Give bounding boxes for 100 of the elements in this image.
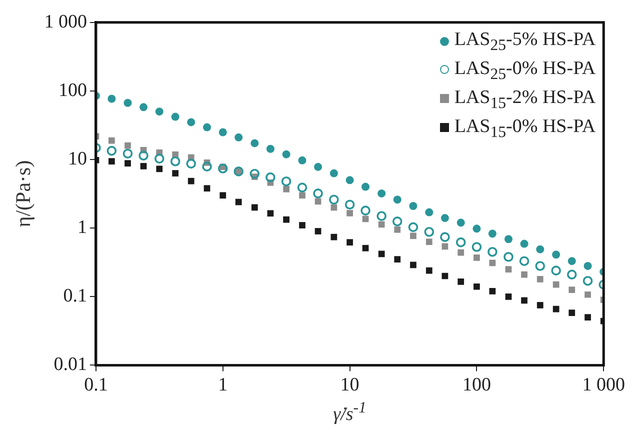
- point: [425, 208, 434, 216]
- point: [456, 218, 465, 227]
- point: [314, 228, 322, 234]
- point: [202, 162, 212, 172]
- point: [106, 146, 117, 156]
- point: [456, 237, 466, 248]
- point: [235, 198, 242, 206]
- point: [203, 123, 212, 132]
- y-tick-label: 0.1: [63, 286, 87, 307]
- point: [536, 276, 544, 282]
- point: [505, 293, 512, 300]
- point: [140, 162, 147, 170]
- point: [566, 270, 577, 280]
- point: [362, 244, 369, 252]
- point: [108, 158, 115, 165]
- point: [472, 242, 482, 252]
- point: [283, 216, 290, 223]
- point: [330, 234, 338, 240]
- point: [124, 160, 131, 167]
- point: [472, 224, 481, 233]
- legend-label: LAS$_{15}$-2% HS-PA: [454, 86, 596, 112]
- point: [314, 198, 322, 205]
- point: [474, 283, 480, 290]
- y-tick-label: 100: [58, 80, 87, 101]
- point: [519, 256, 530, 266]
- point: [504, 252, 514, 262]
- point: [440, 214, 449, 222]
- x-tick-label: 10: [340, 374, 360, 396]
- point: [281, 176, 292, 186]
- point: [266, 144, 274, 153]
- point: [489, 288, 496, 294]
- point: [282, 150, 290, 158]
- point: [393, 196, 402, 204]
- point: [266, 172, 276, 182]
- point: [458, 249, 464, 256]
- y-axis-title: η/(Pa·s): [11, 160, 36, 228]
- x-tick-label: 1 000: [582, 374, 625, 396]
- point: [488, 246, 498, 257]
- x-axis-title: γ̇/s$^{-1}$: [333, 400, 366, 426]
- point: [426, 238, 432, 246]
- point: [394, 256, 401, 263]
- point: [220, 192, 226, 199]
- point: [108, 94, 116, 103]
- point: [170, 156, 180, 166]
- point: [124, 98, 132, 107]
- point: [409, 202, 418, 210]
- point: [188, 178, 194, 184]
- point: [440, 232, 450, 242]
- point: [568, 257, 576, 266]
- point: [344, 200, 355, 210]
- point: [250, 168, 260, 179]
- point: [283, 186, 290, 192]
- point: [584, 262, 592, 270]
- point: [154, 154, 164, 164]
- point: [520, 240, 528, 248]
- point: [360, 206, 370, 216]
- legend-label: LAS$_{25}$-0% HS-PA: [454, 58, 596, 83]
- point: [582, 276, 593, 286]
- point: [346, 239, 353, 246]
- point: [521, 271, 528, 278]
- point: [346, 176, 354, 184]
- point: [108, 137, 115, 144]
- y-tick-label: 0.01: [54, 354, 87, 376]
- point: [568, 286, 576, 293]
- point: [410, 232, 416, 240]
- point: [187, 118, 196, 126]
- point: [376, 211, 386, 221]
- point: [378, 189, 386, 198]
- point: [458, 278, 464, 285]
- point: [330, 204, 338, 211]
- point: [251, 204, 258, 211]
- point: [362, 216, 369, 222]
- point: [426, 267, 432, 274]
- point: [314, 162, 322, 171]
- point: [552, 250, 560, 259]
- point: [568, 310, 576, 316]
- y-tick-label: 1: [77, 217, 87, 238]
- point: [488, 230, 496, 238]
- point: [171, 112, 180, 121]
- point: [442, 243, 448, 250]
- point: [122, 148, 133, 158]
- point: [218, 164, 228, 174]
- legend-label: LAS$_{25}$-5% HS-PA: [454, 29, 596, 54]
- point: [505, 266, 512, 273]
- point: [552, 306, 560, 312]
- point: [140, 103, 148, 112]
- x-tick-label: 1: [218, 374, 228, 396]
- point: [299, 192, 306, 199]
- point: [536, 302, 544, 308]
- point: [172, 170, 178, 176]
- point: [138, 150, 148, 161]
- point: [521, 297, 528, 304]
- point: [329, 194, 339, 205]
- y-tick-label: 1 000: [44, 11, 87, 32]
- point: [204, 185, 210, 192]
- point: [313, 188, 323, 198]
- point: [424, 226, 434, 237]
- x-tick-label: 0.1: [84, 374, 108, 396]
- point: [584, 314, 591, 320]
- point: [474, 254, 480, 261]
